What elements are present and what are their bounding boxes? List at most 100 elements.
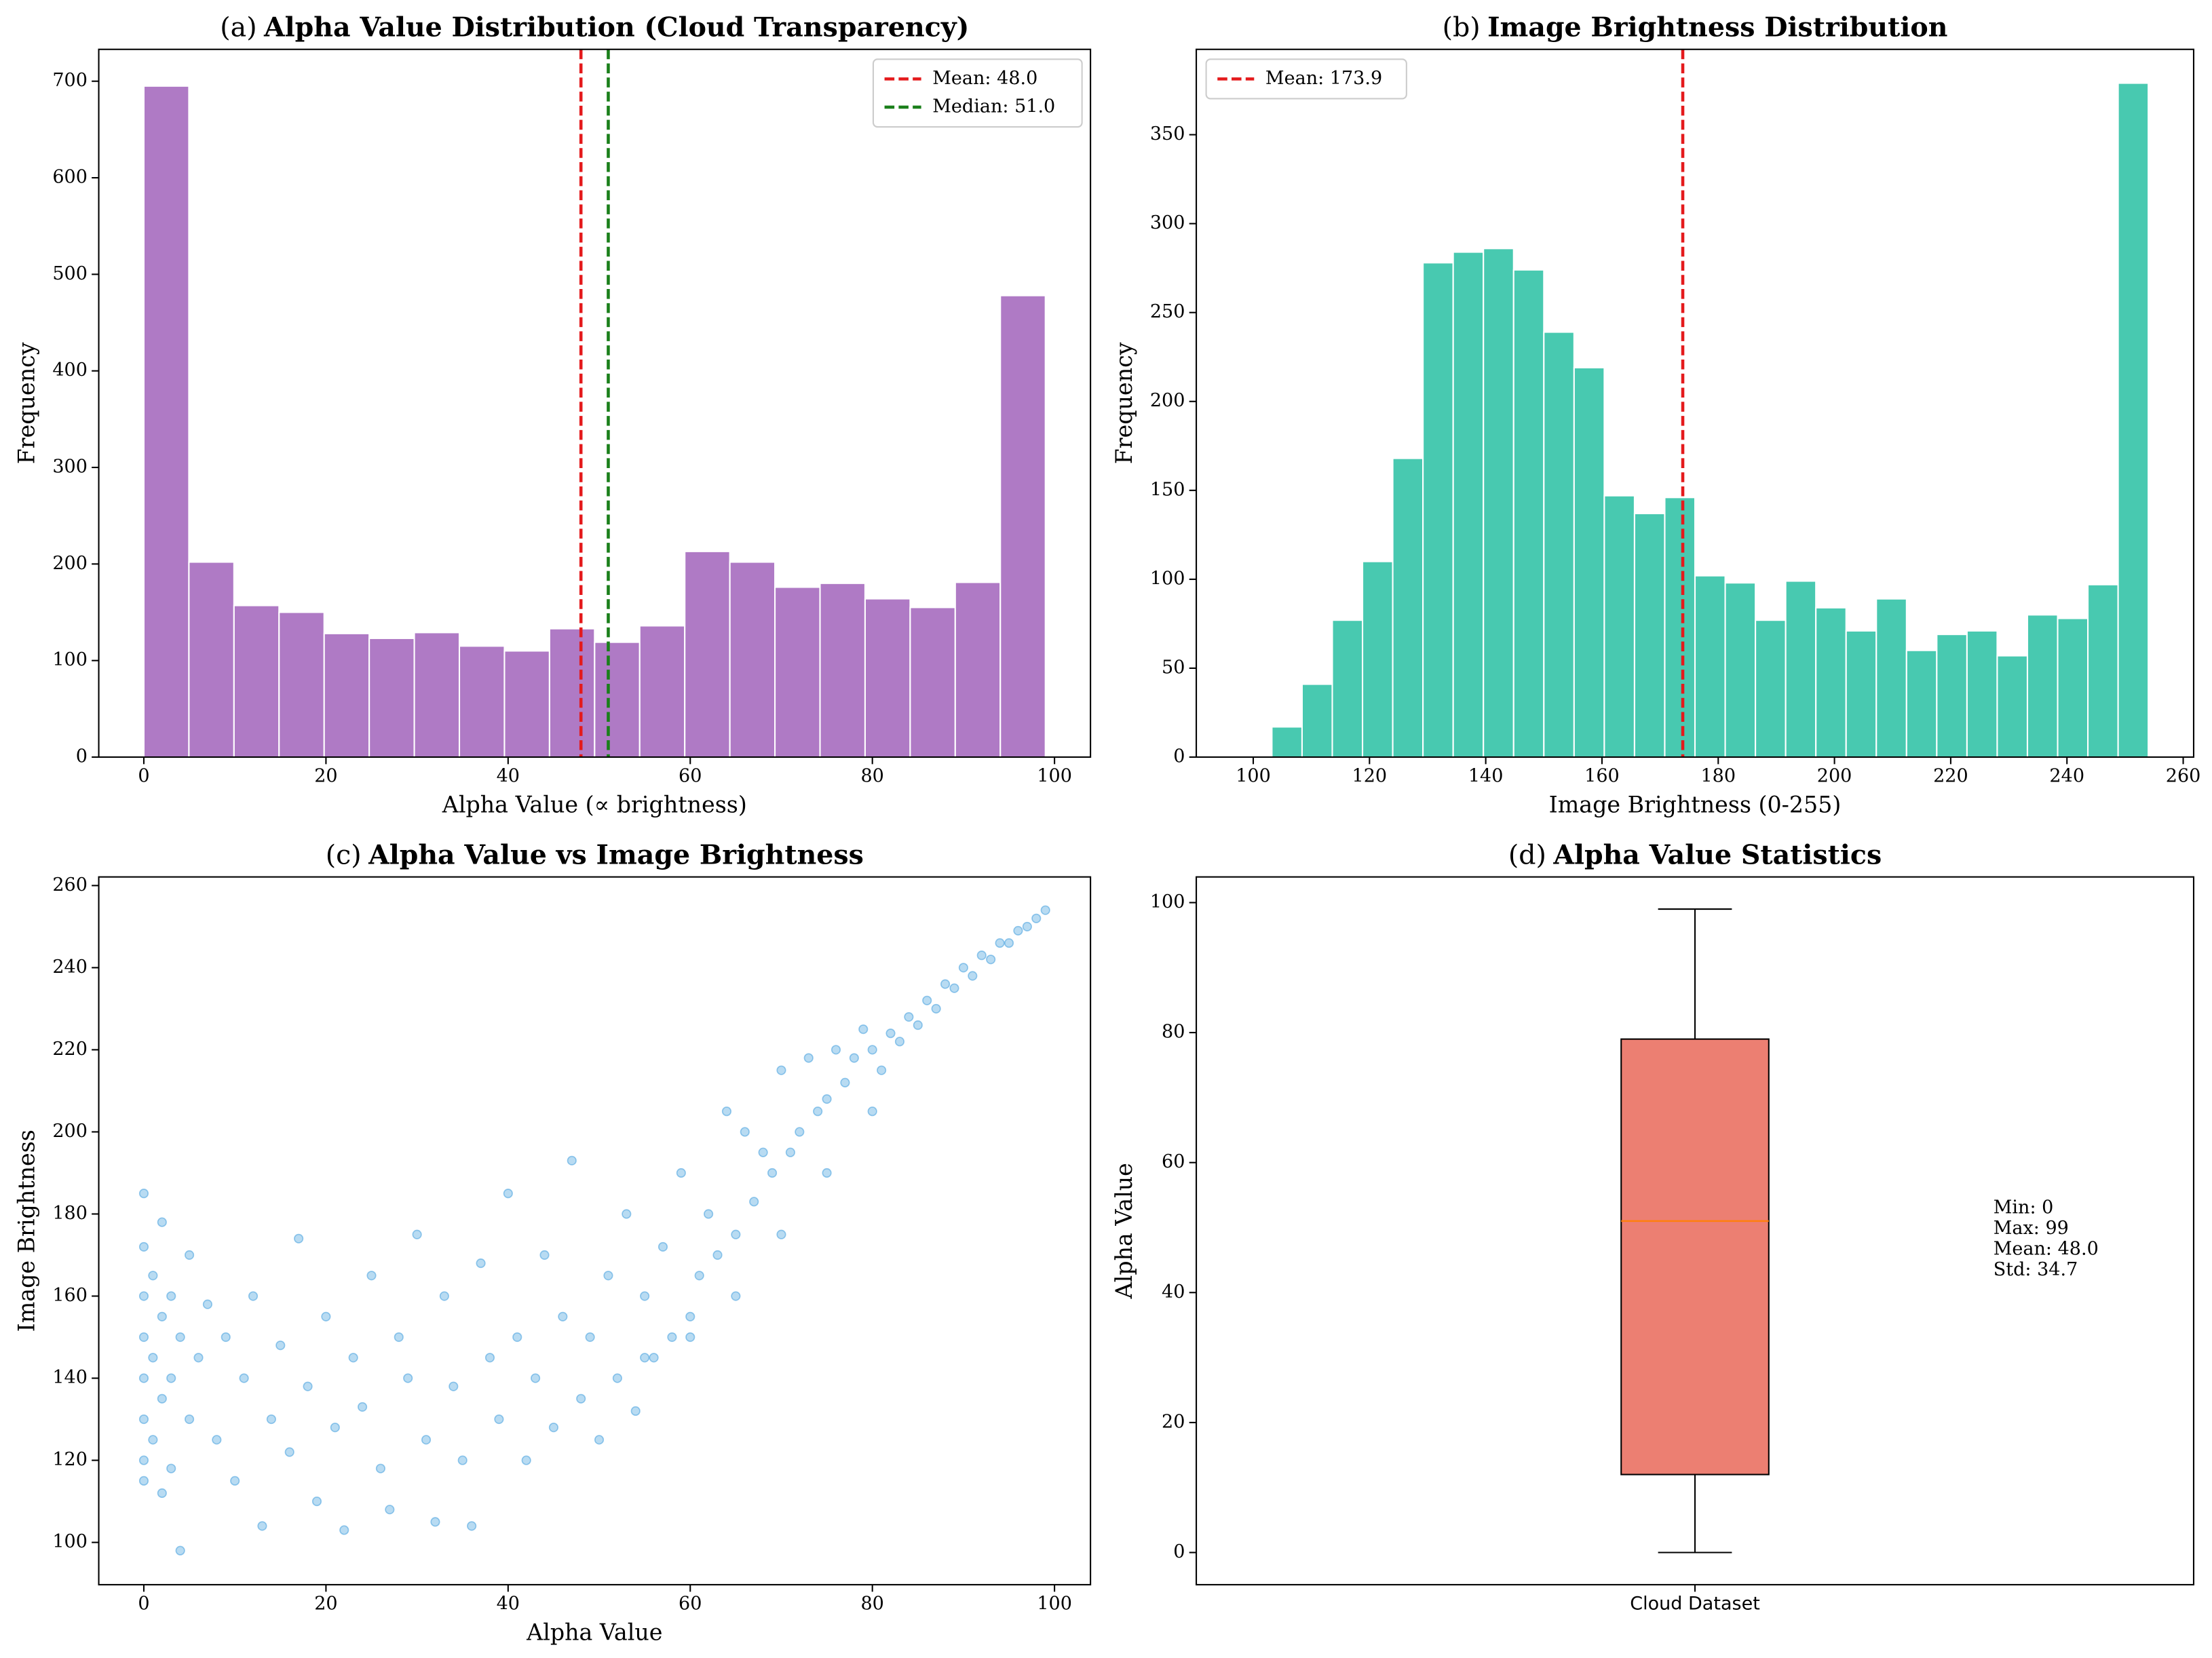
y-tick-label: 350 (1150, 123, 1185, 144)
scatter-point (776, 1065, 786, 1075)
scatter-point (175, 1332, 185, 1343)
y-tick-label: 100 (1150, 568, 1185, 589)
scatter-point (439, 1291, 449, 1301)
scatter-point (212, 1435, 222, 1445)
scatter-point (221, 1332, 231, 1343)
bar (188, 561, 235, 758)
bar (368, 637, 415, 758)
scatter-point (822, 1094, 832, 1104)
x-tick-label: 20 (314, 766, 337, 787)
bar (1301, 683, 1333, 758)
x-tick-label: 240 (2049, 766, 2084, 787)
title-text: Image Brightness Distribution (1487, 12, 1947, 43)
bar (1966, 630, 1998, 758)
x-tick-label: 40 (497, 766, 520, 787)
scatter-point (749, 1197, 759, 1207)
bar (1512, 269, 1545, 758)
scatter-point (885, 1028, 896, 1039)
bar (594, 641, 641, 758)
scatter-point (449, 1381, 459, 1391)
y-tick-label: 400 (52, 360, 88, 381)
scatter-point (157, 1311, 167, 1322)
bar (1271, 726, 1303, 758)
scatter-point (968, 971, 978, 981)
box (1620, 1038, 1770, 1476)
scatter-point (185, 1250, 195, 1260)
scatter-point (138, 1189, 149, 1199)
bar (1875, 598, 1907, 758)
scatter-point (266, 1414, 276, 1425)
scatter-point (430, 1517, 440, 1527)
scatter-point (294, 1233, 304, 1244)
legend-label: Median: 51.0 (932, 96, 1055, 117)
scatter-point (138, 1373, 149, 1383)
bar (2117, 82, 2150, 758)
scatter-point (366, 1271, 377, 1281)
scatter-point (958, 963, 968, 973)
y-tick-label: 200 (1150, 390, 1185, 411)
scatter-point (685, 1332, 695, 1343)
scatter-point (612, 1373, 622, 1383)
scatter-point (622, 1209, 632, 1219)
scatter-point (275, 1341, 286, 1351)
x-axis-label: Alpha Value (∝ brightness) (442, 792, 747, 818)
scatter-point (321, 1311, 331, 1322)
legend-label: Mean: 48.0 (932, 68, 1037, 89)
legend-label: Mean: 173.9 (1265, 68, 1382, 89)
x-tick-label: 260 (2166, 766, 2201, 787)
scatter-point (494, 1414, 504, 1425)
y-tick-label: 60 (1162, 1151, 1185, 1172)
title-text: Alpha Value vs Image Brightness (368, 840, 864, 871)
bar (1936, 634, 1968, 758)
bar (458, 645, 506, 758)
panel-label: (c) (326, 840, 362, 871)
y-tick-label: 160 (52, 1285, 88, 1306)
y-tick-label: 250 (1150, 301, 1185, 322)
bar (1996, 655, 2029, 758)
scatter-point (877, 1065, 887, 1075)
scatter-point (567, 1155, 577, 1165)
scatter-point (138, 1455, 149, 1465)
scatter-point (931, 1003, 941, 1014)
bar (413, 632, 461, 758)
bar (233, 604, 280, 758)
scatter-point (148, 1353, 158, 1363)
scatter-point (667, 1332, 677, 1343)
y-tick-label: 100 (1150, 891, 1185, 912)
scatter-point (849, 1053, 859, 1063)
bar (1845, 630, 1877, 758)
scatter-point (976, 950, 987, 961)
bar (864, 598, 911, 758)
scatter-point (649, 1353, 659, 1363)
bar (1603, 495, 1635, 758)
bar (2057, 617, 2089, 758)
bar (1362, 560, 1394, 758)
scatter-point (421, 1435, 432, 1445)
scatter-point (1022, 921, 1032, 931)
scatter-point (303, 1381, 313, 1391)
scatter-point (731, 1229, 741, 1239)
y-tick-label: 220 (52, 1039, 88, 1060)
panel: (d) Alpha Value Statistics Alpha Value 0 20 4… (1111, 840, 2195, 1615)
legend-frame (1205, 58, 1407, 100)
panel: (c) Alpha Value vs Image BrightnessAlpha … (14, 840, 1092, 1646)
y-tick-label: 140 (52, 1367, 88, 1388)
y-tick-label: 180 (52, 1203, 88, 1224)
scatter-point (539, 1250, 550, 1260)
scatter-point (157, 1393, 167, 1404)
scatter-point (467, 1521, 477, 1531)
scatter-point (230, 1476, 240, 1486)
scatter-point (767, 1168, 778, 1178)
scatter-point (157, 1217, 167, 1227)
scatter-point (1040, 905, 1050, 915)
bar (1664, 497, 1696, 758)
y-tick-label: 100 (52, 649, 88, 670)
scatter-point (339, 1525, 349, 1535)
scatter-point (330, 1423, 340, 1433)
axes-frame (98, 876, 1092, 1585)
x-tick-label: 120 (1352, 766, 1388, 787)
y-tick-label: 80 (1162, 1022, 1185, 1043)
bar (1452, 251, 1485, 758)
panel-title: (a) Alpha Value Distribution (Cloud Trans… (220, 12, 969, 43)
